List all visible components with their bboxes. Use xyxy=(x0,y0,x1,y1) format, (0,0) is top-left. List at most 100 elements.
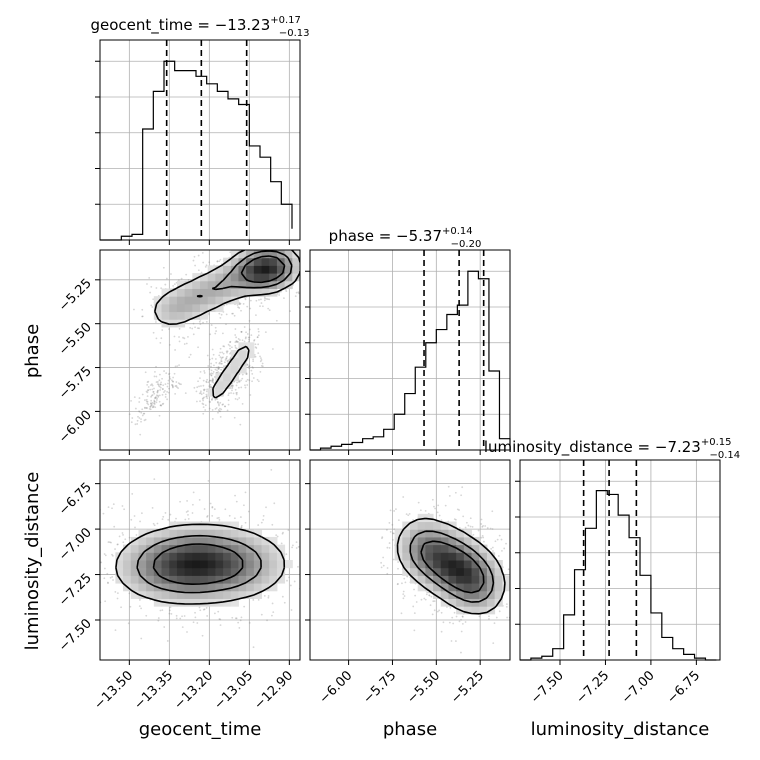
phase-vs-geocent-time-sample-951 xyxy=(218,366,220,369)
title-geocent-time: geocent_time = −13.23+0.17 −0.13 xyxy=(90,15,309,39)
luminosity-distance-vs-phase-sample-325 xyxy=(455,518,457,521)
phase-vs-geocent-time-sample-186 xyxy=(199,323,202,326)
phase-vs-geocent-time-sample-1463 xyxy=(164,389,166,392)
phase-vs-geocent-time-sample-1085 xyxy=(224,405,226,408)
phase-vs-geocent-time-density-cell xyxy=(238,342,247,351)
phase-vs-geocent-time-sample-1024 xyxy=(209,379,211,382)
luminosity-distance-vs-geocent-time-density-cell xyxy=(161,552,170,561)
phase-vs-geocent-time-density-cell xyxy=(292,273,300,282)
phase-vs-geocent-time-sample-1372 xyxy=(240,330,243,333)
phase-vs-geocent-time-sample-995 xyxy=(211,378,214,381)
luminosity-distance-vs-phase-sample-100 xyxy=(414,594,417,597)
luminosity-distance-vs-geocent-time-sample-736 xyxy=(128,592,131,595)
luminosity-distance-vs-geocent-time-density-cell xyxy=(276,552,286,561)
luminosity-distance-vs-geocent-time-sample-11 xyxy=(247,510,250,513)
phase-vs-geocent-time-density-cell xyxy=(246,250,255,259)
phase-vs-geocent-time-sample-1519 xyxy=(159,404,162,407)
phase-vs-geocent-time-sample-1286 xyxy=(260,364,263,367)
phase-vs-geocent-time-sample-677 xyxy=(307,279,309,281)
phase-vs-geocent-time-sample-969 xyxy=(235,384,238,387)
phase-vs-geocent-time-sample-1534 xyxy=(149,384,152,387)
phase-vs-geocent-time-sample-1008 xyxy=(205,390,208,393)
phase-vs-geocent-time-sample-1272 xyxy=(212,380,215,382)
phase-vs-geocent-time-density-cell xyxy=(261,257,270,266)
phase-vs-geocent-time-sample-1355 xyxy=(205,395,208,398)
luminosity-distance-vs-phase-sample-136 xyxy=(471,525,474,528)
phase-vs-geocent-time-sample-1507 xyxy=(156,390,159,392)
phase-vs-geocent-time-sample-1556 xyxy=(147,380,150,383)
luminosity-distance-vs-phase-density-cell xyxy=(486,552,496,561)
luminosity-distance-vs-geocent-time-density-cell xyxy=(192,567,201,576)
luminosity-distance-vs-phase-sample-643 xyxy=(403,577,406,580)
title-phase-base: phase = −5.37 xyxy=(329,227,442,245)
luminosity-distance-vs-geocent-time-sample-337 xyxy=(319,583,321,585)
luminosity-distance-vs-phase-density-cell xyxy=(425,552,434,561)
phase-vs-geocent-time-sample-1535 xyxy=(166,390,169,393)
phase-vs-geocent-time-sample-1383 xyxy=(211,418,214,420)
luminosity-distance-vs-geocent-time-xtick-label-3: −13.05 xyxy=(212,668,257,713)
luminosity-distance-vs-phase-density-cell xyxy=(433,583,442,592)
luminosity-distance-vs-phase-sample-737 xyxy=(396,583,399,586)
luminosity-distance-vs-phase-density-cell xyxy=(433,529,442,538)
luminosity-distance-vs-geocent-time-density-cell xyxy=(200,583,209,592)
luminosity-distance-vs-geocent-time-sample-622 xyxy=(235,617,238,620)
luminosity-distance-vs-phase-density-cell xyxy=(410,529,419,538)
phase-vs-geocent-time-sample-658 xyxy=(305,286,307,288)
title-luminosity-distance-sub: −0.14 xyxy=(710,450,741,461)
luminosity-distance-vs-geocent-time-density-cell xyxy=(161,560,170,569)
phase-vs-geocent-time-sample-1497 xyxy=(149,405,152,408)
phase-vs-geocent-time-sample-978 xyxy=(215,407,218,409)
phase-vs-geocent-time-sample-1173 xyxy=(206,378,208,381)
luminosity-distance-vs-geocent-time-sample-484 xyxy=(141,512,143,515)
phase-vs-geocent-time-sample-700 xyxy=(207,312,210,315)
phase-vs-geocent-time-sample-1420 xyxy=(152,390,155,393)
luminosity-distance-vs-geocent-time-density-cell xyxy=(146,575,155,584)
luminosity-distance-vs-phase-density-cell xyxy=(494,583,503,592)
phase-vs-geocent-time-sample-1099 xyxy=(251,380,253,383)
luminosity-distance-vs-geocent-time-density-cell xyxy=(276,560,286,569)
luminosity-distance-vs-phase-sample-43 xyxy=(386,572,389,575)
luminosity-distance-vs-geocent-time-xtick-label-4: −12.90 xyxy=(252,668,297,713)
phase-vs-geocent-time-sample-160 xyxy=(197,269,200,272)
luminosity-distance-vs-geocent-time-density-cell xyxy=(223,536,232,546)
phase-vs-geocent-time-sample-1374 xyxy=(253,339,255,342)
phase-vs-geocent-time-sample-139 xyxy=(306,251,308,253)
luminosity-distance-vs-geocent-time-density-cell xyxy=(238,567,247,576)
phase-vs-geocent-time-density-cell xyxy=(284,250,293,259)
phase-vs-geocent-time-density-cell xyxy=(192,280,201,289)
luminosity-distance-vs-geocent-time-density-cell xyxy=(153,560,163,569)
luminosity-distance-vs-phase-density-cell xyxy=(417,575,426,584)
luminosity-distance-vs-geocent-time-density-cell xyxy=(200,575,209,584)
phase-vs-geocent-time-sample-851 xyxy=(164,283,167,286)
luminosity-distance-vs-phase-sample-825 xyxy=(453,518,456,521)
phase-vs-geocent-time-density-cell xyxy=(230,250,239,259)
luminosity-distance-vs-phase-sample-99 xyxy=(419,509,422,512)
phase-vs-geocent-time-sample-727 xyxy=(235,244,237,246)
phase-vs-geocent-time-density-cell xyxy=(292,265,300,274)
phase-vs-geocent-time-sample-131 xyxy=(306,246,308,248)
phase-vs-geocent-time-sample-1246 xyxy=(211,398,213,401)
luminosity-distance-vs-phase-sample-166 xyxy=(511,594,513,596)
xlabel-luminosity-distance: luminosity_distance xyxy=(531,719,710,740)
phase-vs-geocent-time-sample-280 xyxy=(152,331,155,334)
luminosity-distance-vs-phase-sample-897 xyxy=(460,618,462,621)
luminosity-distance-vs-geocent-time-density-cell xyxy=(161,590,170,599)
luminosity-distance-vs-geocent-time-sample-242 xyxy=(218,618,221,620)
phase-vs-geocent-time-sample-618 xyxy=(192,333,195,336)
phase-vs-geocent-time-sample-1012 xyxy=(220,362,222,365)
luminosity-distance-vs-geocent-time-sample-483 xyxy=(107,582,109,584)
phase-vs-geocent-time-density-cell xyxy=(230,357,239,366)
luminosity-distance-vs-phase-sample-619 xyxy=(437,504,440,507)
luminosity-distance-vs-phase-sample-272 xyxy=(433,609,436,612)
luminosity-distance-vs-geocent-time-density-cell xyxy=(223,560,232,569)
phase-vs-geocent-time-density-cell xyxy=(161,311,170,320)
luminosity-distance-vs-geocent-time-density-cell xyxy=(123,567,132,576)
phase-vs-geocent-time-sample-1440 xyxy=(136,423,139,425)
luminosity-distance-vs-phase-sample-224 xyxy=(402,590,405,593)
luminosity-distance-vs-geocent-time-density-cell xyxy=(200,552,209,561)
luminosity-distance-vs-geocent-time-sample-233 xyxy=(219,624,222,627)
luminosity-distance-vs-geocent-time-sample-630 xyxy=(240,524,243,527)
luminosity-distance-vs-geocent-time-density-cell xyxy=(192,590,201,599)
phase-vs-geocent-time-sample-1502 xyxy=(150,394,153,397)
